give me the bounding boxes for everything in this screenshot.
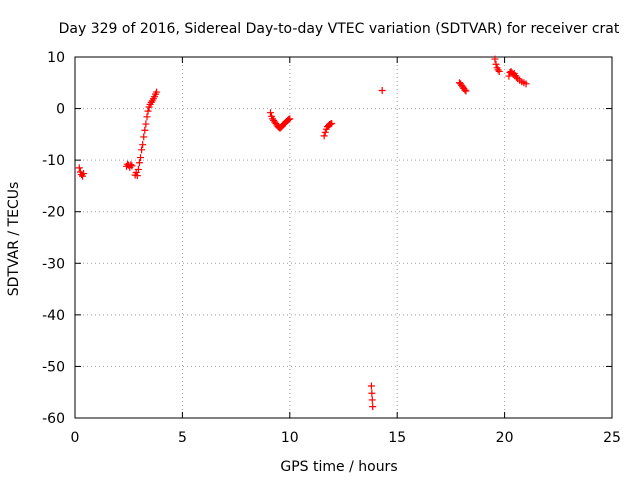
x-tick-label: 10: [281, 430, 299, 446]
y-tick-label: 0: [56, 102, 65, 118]
data-point: [505, 72, 513, 80]
data-point: [141, 126, 149, 134]
data-point: [328, 120, 336, 128]
data-point: [128, 162, 136, 170]
y-tick-label: -50: [42, 359, 65, 375]
y-tick-label: -60: [42, 411, 65, 427]
data-point: [133, 172, 141, 180]
data-point: [75, 164, 83, 172]
data-point: [135, 159, 143, 167]
data-point: [378, 87, 386, 95]
chart-title: Day 329 of 2016, Sidereal Day-to-day VTE…: [59, 21, 620, 37]
data-point: [127, 161, 135, 169]
data-point: [491, 55, 499, 63]
data-point: [140, 133, 148, 141]
data-point: [153, 88, 161, 96]
data-point: [144, 107, 152, 115]
data-points: [75, 55, 530, 411]
data-point: [286, 115, 294, 123]
data-point: [492, 60, 500, 68]
data-point: [138, 146, 146, 154]
data-point: [368, 389, 376, 397]
data-point: [320, 132, 328, 140]
x-tick-label: 15: [388, 430, 406, 446]
axis-ticks: [74, 56, 613, 419]
data-point: [495, 67, 503, 75]
data-point: [139, 141, 147, 149]
data-point: [367, 382, 375, 390]
tick-labels: 0 5 10 15 20 25 -60 -50 -40 -30 -20 -10 0 10: [42, 50, 621, 446]
y-tick-label: -40: [42, 308, 65, 324]
x-axis-title: GPS time / hours: [280, 459, 397, 475]
data-point: [522, 80, 530, 88]
data-point: [266, 109, 274, 117]
data-point: [321, 128, 329, 136]
data-point: [137, 154, 145, 162]
data-point: [147, 98, 155, 106]
data-point: [461, 86, 469, 94]
data-point: [512, 73, 520, 81]
plot-frame: [74, 56, 613, 419]
data-point: [143, 113, 151, 121]
y-tick-label: -10: [42, 153, 65, 169]
x-tick-label: 0: [71, 430, 80, 446]
data-point: [142, 120, 150, 128]
x-tick-label: 25: [603, 430, 621, 446]
data-point: [369, 403, 377, 411]
data-point: [462, 87, 470, 95]
y-tick-label: -20: [42, 205, 65, 221]
data-point: [134, 165, 142, 173]
data-point: [80, 170, 88, 178]
y-tick-label: 10: [47, 50, 65, 66]
data-point: [368, 396, 376, 404]
y-axis-title: SDTVAR / TECUs: [6, 182, 22, 297]
y-tick-label: -30: [42, 256, 65, 272]
x-tick-label: 5: [178, 430, 187, 446]
x-tick-label: 20: [496, 430, 514, 446]
data-point: [494, 66, 502, 74]
